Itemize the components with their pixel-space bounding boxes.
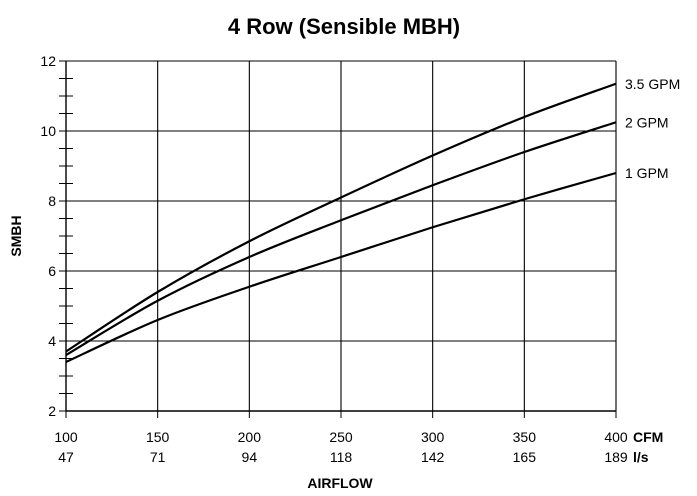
series-labels: 3.5 GPM 2 GPM 1 GPM	[625, 76, 680, 181]
x-tick-label-secondary: 118	[330, 449, 353, 465]
series-line-0	[65, 82, 617, 353]
x-tick-label-secondary: 142	[421, 449, 445, 465]
series-lines	[65, 82, 617, 364]
x-unit-primary-label: CFM	[633, 429, 663, 445]
x-tick-label: 150	[146, 429, 170, 445]
chart-title: 4 Row (Sensible MBH)	[228, 14, 460, 39]
y-tick-label: 8	[48, 193, 56, 209]
x-unit-secondary-label: l/s	[633, 449, 649, 465]
series-line-2	[65, 171, 617, 364]
grid	[66, 60, 617, 411]
x-tick-label: 350	[513, 429, 537, 445]
x-tick-label: 400	[604, 429, 628, 445]
x-tick-label-secondary: 165	[513, 449, 537, 465]
series-label-2: 1 GPM	[625, 165, 669, 181]
x-tick-label: 250	[329, 429, 353, 445]
y-tick-label: 10	[40, 123, 56, 139]
x-tick-label-secondary: 47	[58, 449, 74, 465]
x-tick-label: 100	[54, 429, 78, 445]
x-tick-label-secondary: 71	[150, 449, 166, 465]
series-label-1: 2 GPM	[625, 114, 669, 130]
x-tick-label-secondary: 94	[242, 449, 258, 465]
axes	[59, 60, 617, 418]
series-label-0: 3.5 GPM	[625, 76, 680, 92]
y-tick-label: 12	[40, 53, 56, 69]
series-line-1	[65, 121, 617, 356]
x-tick-label: 300	[421, 429, 445, 445]
y-axis-title: SMBH	[8, 215, 24, 256]
tick-labels: 2 4 6 8 10 12 100 47 150 71 200 94 250 118 300 142 350 16…	[40, 53, 627, 465]
x-tick-label-secondary: 189	[604, 449, 628, 465]
x-tick-label: 200	[238, 429, 262, 445]
y-tick-label: 4	[48, 333, 56, 349]
y-tick-label: 6	[48, 263, 56, 279]
x-axis-title: AIRFLOW	[307, 475, 373, 491]
y-tick-label: 2	[48, 403, 56, 419]
